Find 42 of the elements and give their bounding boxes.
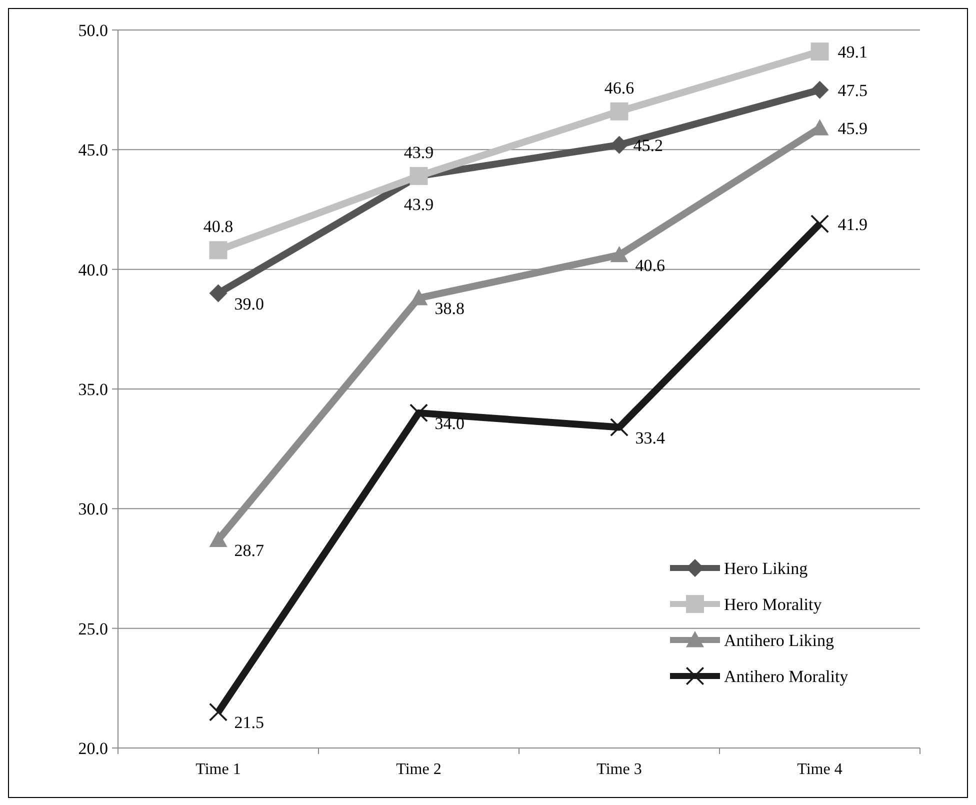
legend-label: Hero Liking — [724, 558, 808, 578]
data-label: 46.6 — [604, 78, 634, 98]
data-label: 34.0 — [434, 414, 464, 433]
data-label: 45.9 — [838, 119, 868, 138]
data-label: 45.2 — [633, 136, 663, 155]
point — [610, 102, 628, 120]
point — [810, 214, 829, 233]
point — [410, 404, 428, 422]
point — [610, 246, 628, 262]
data-label: 28.7 — [234, 540, 264, 560]
x-tick-label: Time 1 — [196, 761, 241, 778]
data-label: 47.5 — [838, 80, 868, 100]
y-tick-label: 40.0 — [78, 260, 108, 280]
data-label: 43.9 — [404, 142, 434, 162]
legend-label: Antihero Morality — [724, 666, 849, 686]
y-tick-label: 50.0 — [78, 20, 108, 40]
point — [209, 530, 228, 547]
legend-label: Antihero Liking — [724, 630, 835, 650]
data-label: 21.5 — [234, 713, 264, 732]
x-tick-label: Time 2 — [396, 761, 442, 778]
y-tick-label: 35.0 — [78, 380, 108, 399]
y-tick-label: 25.0 — [78, 619, 108, 638]
data-label: 41.9 — [838, 214, 868, 234]
point — [810, 42, 829, 61]
data-label: 33.4 — [635, 428, 666, 448]
x-tick-label: Time 4 — [797, 761, 842, 778]
point — [209, 284, 228, 302]
y-tick-label: 20.0 — [78, 738, 108, 758]
data-label: 38.8 — [434, 299, 464, 318]
data-label: 40.8 — [203, 217, 234, 236]
point — [209, 703, 228, 722]
point — [209, 241, 228, 260]
data-label: 39.0 — [234, 294, 264, 314]
data-label: 40.6 — [635, 256, 665, 275]
point — [610, 418, 628, 436]
y-tick-label: 45.0 — [78, 140, 108, 160]
data-label: 43.9 — [404, 194, 434, 214]
point — [810, 80, 829, 99]
data-label: 49.1 — [838, 42, 868, 62]
x-tick-label: Time 3 — [596, 761, 642, 778]
legend-label: Hero Morality — [724, 594, 822, 614]
y-tick-label: 30.0 — [78, 500, 108, 519]
